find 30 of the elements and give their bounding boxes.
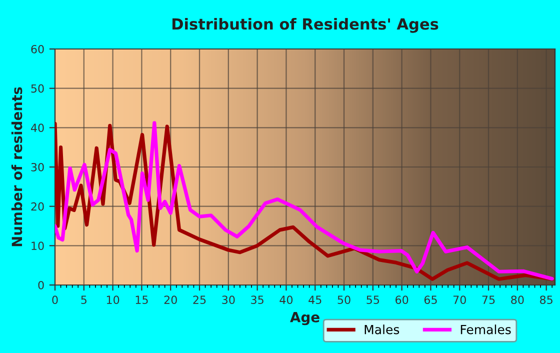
y-tick-label: 0 — [38, 280, 44, 290]
x-tick-label: 25 — [193, 296, 206, 304]
y-tick-label: 30 — [31, 162, 44, 172]
x-tick-label: 0 — [52, 296, 58, 304]
x-tick-label: 80 — [511, 296, 524, 304]
x-tick-label: 5 — [81, 296, 86, 304]
y-tick-label: 60 — [31, 44, 44, 54]
x-axis-title: Age — [290, 312, 320, 326]
x-tick-label: 40 — [280, 296, 293, 304]
y-axis-title: Number of residents — [11, 87, 22, 246]
x-tick-label: 15 — [136, 296, 148, 304]
x-tick-label: 85 — [540, 296, 552, 304]
x-tick-label: 20 — [164, 296, 177, 304]
x-tick-label: 10 — [106, 296, 120, 304]
y-tick-label: 20 — [31, 202, 44, 211]
x-tick-label: 75 — [482, 296, 495, 304]
legend-label: Females — [460, 324, 511, 334]
legend-label: Males — [364, 324, 400, 334]
y-tick-label: 40 — [30, 124, 44, 132]
x-tick-label: 65 — [424, 296, 437, 304]
x-tick-label: 30 — [222, 296, 235, 304]
x-tick-label: 60 — [396, 296, 408, 304]
x-tick-label: 50 — [338, 296, 350, 304]
y-tick-label: 50 — [31, 84, 44, 93]
x-tick-label: 70 — [453, 296, 466, 304]
chart-title: Distribution of Residents' Ages — [172, 18, 438, 33]
x-tick-label: 55 — [366, 296, 380, 304]
x-tick-label: 45 — [308, 296, 322, 304]
y-tick-label: 10 — [32, 242, 44, 250]
x-tick-label: 35 — [251, 296, 264, 304]
